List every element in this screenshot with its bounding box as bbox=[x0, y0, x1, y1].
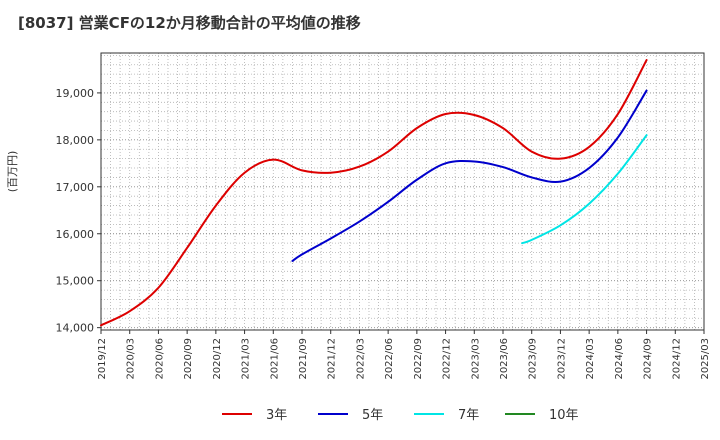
x-tick-label: 2024/03 bbox=[585, 338, 596, 380]
x-tick-label: 2021/06 bbox=[269, 338, 280, 380]
x-tick-label: 2022/12 bbox=[442, 338, 453, 380]
x-tick-label: 2022/09 bbox=[413, 338, 424, 380]
legend-label: 3年 bbox=[266, 408, 287, 423]
y-tick-label: 16,000 bbox=[56, 228, 95, 241]
x-tick-label: 2024/06 bbox=[614, 338, 625, 380]
x-tick-label: 2020/06 bbox=[154, 338, 165, 380]
x-tick-label: 2023/03 bbox=[470, 338, 481, 380]
x-tick-label: 2020/03 bbox=[126, 338, 137, 380]
series-line-1 bbox=[100, 59, 648, 327]
y-tick-label: 19,000 bbox=[56, 87, 95, 100]
x-tick-label: 2023/09 bbox=[528, 338, 539, 380]
y-axis-label: (百万円) bbox=[6, 151, 19, 193]
series-line-3 bbox=[521, 134, 648, 245]
x-tick-label: 2025/03 bbox=[700, 338, 711, 380]
y-tick-label: 15,000 bbox=[56, 275, 95, 288]
y-tick-label: 18,000 bbox=[56, 134, 95, 147]
x-tick-label: 2020/09 bbox=[183, 338, 194, 380]
x-tick-label: 2021/09 bbox=[298, 338, 309, 380]
legend-item-2: 5年 bbox=[318, 408, 383, 423]
x-tick-label: 2024/12 bbox=[671, 338, 682, 380]
legend-label: 10年 bbox=[549, 408, 579, 423]
series-line-2 bbox=[291, 89, 648, 262]
x-tick-label: 2020/12 bbox=[212, 338, 223, 380]
plot-frame bbox=[100, 52, 705, 331]
x-tick-label: 2022/06 bbox=[384, 338, 395, 380]
legend-label: 5年 bbox=[362, 408, 383, 423]
chart-title: [8037] 営業CFの12か月移動合計の平均値の推移 bbox=[18, 14, 361, 32]
x-tick-label: 2021/03 bbox=[241, 338, 252, 380]
x-tick-label: 2024/09 bbox=[643, 338, 654, 380]
legend-item-4: 10年 bbox=[505, 408, 579, 423]
x-tick-label: 2023/06 bbox=[499, 338, 510, 380]
y-tick-label: 14,000 bbox=[56, 322, 95, 335]
legend-item-1: 3年 bbox=[222, 408, 287, 423]
y-tick-label: 17,000 bbox=[56, 181, 95, 194]
x-tick-label: 2022/03 bbox=[355, 338, 366, 380]
legend-item-3: 7年 bbox=[414, 408, 479, 423]
x-tick-label: 2019/12 bbox=[97, 338, 108, 380]
x-tick-label: 2021/12 bbox=[327, 338, 338, 380]
x-tick-label: 2023/12 bbox=[556, 338, 567, 380]
legend-label: 7年 bbox=[458, 408, 479, 423]
